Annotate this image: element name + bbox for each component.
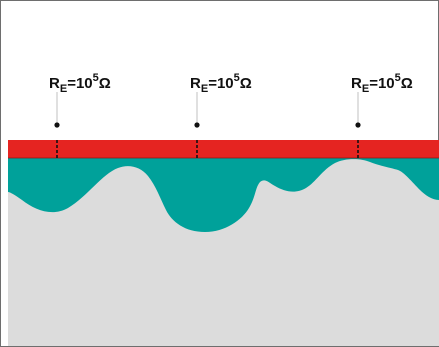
probe-contact (355, 122, 361, 128)
teal-layer (8, 158, 439, 232)
probe-label: RE=105Ω (49, 72, 111, 95)
probe-3: RE=105Ω (351, 72, 413, 158)
probe-contact (54, 122, 60, 128)
probe-label: RE=105Ω (351, 72, 413, 95)
probe-1: RE=105Ω (49, 72, 111, 158)
probe-2: RE=105Ω (190, 72, 252, 158)
probe-label: RE=105Ω (190, 72, 252, 95)
red-coating (8, 140, 439, 158)
probe-contact (194, 122, 200, 128)
